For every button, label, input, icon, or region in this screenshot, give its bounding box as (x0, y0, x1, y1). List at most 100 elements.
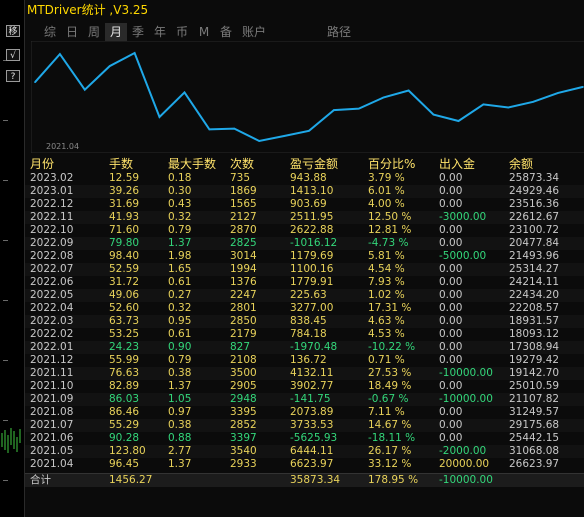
table-row[interactable]: 2023.01 39.26 0.30 1869 1413.10 6.01 % 0.00 249… (25, 185, 584, 198)
tab-summary[interactable]: 综 (43, 25, 56, 39)
cell-lots: 82.89 (109, 380, 140, 392)
cell-count: 2108 (230, 354, 257, 366)
balance-point (59, 53, 61, 55)
balance-point (308, 129, 310, 132)
tab-backup[interactable]: 备 (219, 25, 232, 39)
cell-percent: 6.01 % (368, 185, 405, 197)
table-row[interactable]: 2022.01 24.23 0.90 827 -1970.48 -10.22 % 0.00 1… (25, 341, 584, 354)
table-row[interactable]: 2022.07 52.59 1.65 1994 1100.16 4.54 % 0.00 253… (25, 263, 584, 276)
cell-cashflow: 0.00 (439, 289, 463, 301)
table-row[interactable]: 2023.02 12.59 0.18 735 943.88 3.79 % 0.00 25873… (25, 172, 584, 185)
cell-cashflow: 0.00 (439, 354, 463, 366)
cell-lots: 31.72 (109, 276, 140, 288)
chart-start-date: 2021.04 (46, 142, 80, 151)
cell-pnl: 2073.89 (290, 406, 334, 418)
table-row[interactable]: 2022.05 49.06 0.27 2247 225.63 1.02 % 0.00 2243… (25, 289, 584, 302)
table-row[interactable]: 2022.12 31.69 0.43 1565 903.69 4.00 % 0.00 2351… (25, 198, 584, 211)
balance-point (283, 135, 285, 137)
tab-quarter[interactable]: 季 (131, 25, 144, 39)
tab-currency[interactable]: 币 (175, 25, 188, 39)
cell-lots: 96.45 (109, 458, 140, 470)
table-row[interactable]: 2022.11 41.93 0.32 2127 2511.95 12.50 % -3000.… (25, 211, 584, 224)
cell-month: 2021.10 (30, 380, 74, 392)
cell-lots: 41.93 (109, 211, 140, 223)
tab-account[interactable]: 账户 (241, 25, 266, 39)
cell-pnl: 3277.00 (290, 302, 334, 314)
table-row[interactable]: 2021.09 86.03 1.05 2948 -141.75 -0.67 % -10000… (25, 393, 584, 406)
total-cashflow: -10000.00 (439, 474, 493, 486)
cell-cashflow: 0.00 (439, 315, 463, 327)
balance-point (108, 65, 111, 67)
balance-point (358, 107, 360, 110)
tab-month[interactable]: 月 (105, 23, 127, 41)
cell-balance: 22612.67 (509, 211, 560, 223)
tab-m[interactable]: M (198, 25, 210, 39)
tab-week[interactable]: 周 (87, 25, 100, 39)
cell-pnl: 784.18 (290, 328, 327, 340)
cell-max-lots: 1.37 (168, 458, 192, 470)
table-row[interactable]: 2022.02 53.25 0.61 2179 784.18 4.53 % 0.00 1809… (25, 328, 584, 341)
cell-balance: 20477.84 (509, 237, 560, 249)
cell-month: 2022.09 (30, 237, 74, 249)
total-row: 合计 1456.27 35873.34 178.95 % -10000.00 (25, 473, 584, 487)
total-lots: 1456.27 (109, 474, 153, 486)
cell-month: 2022.04 (30, 302, 74, 314)
table-row[interactable]: 2021.06 90.28 0.88 3397 -5625.93 -18.11 % 0.00… (25, 432, 584, 445)
cell-pnl: 943.88 (290, 172, 327, 184)
cell-balance: 25873.34 (509, 172, 560, 184)
table-row[interactable]: 2022.10 71.60 0.79 2870 2622.88 12.81 % 0.00 23… (25, 224, 584, 237)
cell-percent: 0.71 % (368, 354, 405, 366)
cell-lots: 55.99 (109, 354, 140, 366)
table-row[interactable]: 2021.10 82.89 1.37 2905 3902.77 18.49 % 0.00 25… (25, 380, 584, 393)
cell-month: 2021.11 (30, 367, 74, 379)
table-row[interactable]: 2021.04 96.45 1.37 2933 6623.97 33.12 % 20000.… (25, 458, 584, 471)
table-row[interactable]: 2021.11 76.63 0.38 3500 4132.11 27.53 % -10000… (25, 367, 584, 380)
table-row[interactable]: 2022.03 63.73 0.95 2850 838.45 4.63 % 0.00 1893… (25, 315, 584, 328)
cell-pnl: -1016.12 (290, 237, 338, 249)
cell-percent: 4.53 % (368, 328, 405, 340)
table-row[interactable]: 2021.07 55.29 0.38 2852 3733.53 14.67 % 0.00 29… (25, 419, 584, 432)
col-lots: 手数 (109, 157, 134, 171)
cell-count: 3395 (230, 406, 257, 418)
cell-month: 2022.08 (30, 250, 74, 262)
cell-lots: 39.26 (109, 185, 140, 197)
cell-balance: 22208.57 (509, 302, 560, 314)
cell-percent: 14.67 % (368, 419, 412, 431)
table-row[interactable]: 2021.08 86.46 0.97 3395 2073.89 7.11 % 0.00 312… (25, 406, 584, 419)
tab-year[interactable]: 年 (153, 25, 166, 39)
help-button[interactable]: ? (6, 70, 20, 82)
table-row[interactable]: 2022.04 52.60 0.32 2801 3277.00 17.31 % 0.00 22… (25, 302, 584, 315)
cell-lots: 53.25 (109, 328, 140, 340)
cell-count: 1565 (230, 198, 257, 210)
balance-point (557, 92, 559, 94)
table-row[interactable]: 2021.12 55.99 0.79 2108 136.72 0.71 % 0.00 1927… (25, 354, 584, 367)
cell-month: 2021.05 (30, 445, 74, 457)
cell-max-lots: 0.88 (168, 432, 192, 444)
period-tabs: 综 日 周 月 季 年 币 M 备 账户 (39, 23, 271, 41)
table-body: 2023.02 12.59 0.18 735 943.88 3.79 % 0.00 25873… (25, 172, 584, 471)
balance-point (532, 101, 534, 103)
table-row[interactable]: 2022.06 31.72 0.61 1376 1779.91 7.93 % 0.00 242… (25, 276, 584, 289)
cell-max-lots: 0.38 (168, 419, 192, 431)
cell-balance: 31068.08 (509, 445, 560, 457)
table-row[interactable]: 2021.05 123.80 2.77 3540 6444.11 26.17 % -2000… (25, 445, 584, 458)
cell-month: 2021.06 (30, 432, 74, 444)
cell-month: 2022.03 (30, 315, 74, 327)
cell-cashflow: 0.00 (439, 302, 463, 314)
cell-max-lots: 0.32 (168, 302, 192, 314)
cell-cashflow: 0.00 (439, 419, 463, 431)
route-label[interactable]: 路径 (327, 25, 352, 39)
cell-month: 2021.09 (30, 393, 74, 405)
cell-pnl: -1970.48 (290, 341, 338, 353)
balance-point (84, 88, 86, 91)
cell-month: 2022.01 (30, 341, 74, 353)
table-row[interactable]: 2022.08 98.40 1.98 3014 1179.69 5.81 % -5000.0… (25, 250, 584, 263)
cell-pnl: 6444.11 (290, 445, 334, 457)
move-button[interactable]: 移 (6, 25, 20, 37)
cell-lots: 86.46 (109, 406, 140, 418)
cell-max-lots: 0.61 (168, 328, 192, 340)
table-row[interactable]: 2022.09 79.80 1.37 2825 -1016.12 -4.73 % 0.00 2… (25, 237, 584, 250)
tab-day[interactable]: 日 (65, 25, 78, 39)
balance-point (208, 128, 211, 131)
check-button[interactable]: √ (6, 49, 20, 61)
